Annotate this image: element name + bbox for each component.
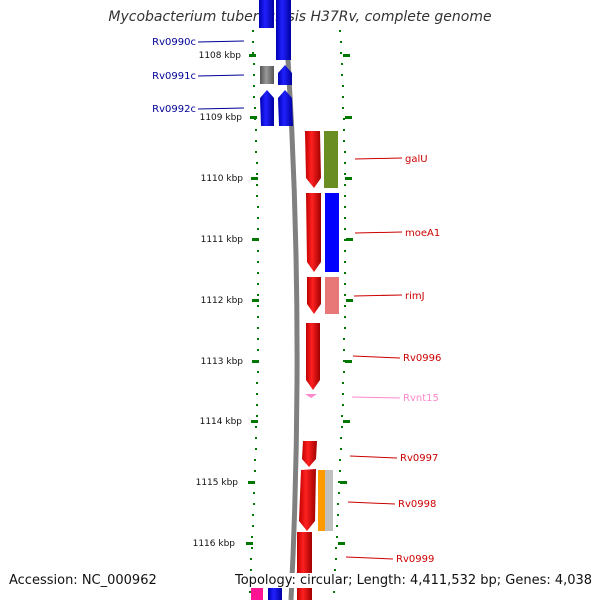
gene-rv0998-cog-b <box>325 470 333 531</box>
gene-rimj-feature[interactable] <box>307 277 321 314</box>
gene-rv0991c-cog <box>278 65 292 85</box>
gene-rv0996-feature[interactable] <box>306 323 320 390</box>
gene-galu-feature[interactable] <box>305 131 321 188</box>
gene-label-moea1[interactable]: moeA1 <box>405 228 440 239</box>
left-ring-dots <box>249 30 259 593</box>
gene-label-rv0998[interactable]: Rv0998 <box>398 499 436 510</box>
label-connectors <box>197 40 403 560</box>
forward-strand-genes <box>251 131 339 600</box>
tick-label: 1112 kbp <box>201 296 244 306</box>
gene-rv0999-feature[interactable] <box>297 532 312 600</box>
gene-label-galu[interactable]: galU <box>405 154 428 165</box>
gene-rv0998-feature[interactable] <box>299 469 316 531</box>
gene-rv0998-cog-a <box>318 470 325 531</box>
tick-label: 1108 kbp <box>199 51 242 61</box>
tick-label: 1111 kbp <box>201 235 244 245</box>
gene-label-rv0991c[interactable]: Rv0991c <box>152 71 196 82</box>
reverse-strand-genes <box>259 0 293 126</box>
gene-rv0991c-feature[interactable] <box>260 66 274 84</box>
gene-rv0992c-feature[interactable] <box>260 90 274 126</box>
gene-moea1-feature[interactable] <box>306 193 321 272</box>
gene-rv0990c-cog <box>276 0 291 60</box>
genome-summary: Topology: circular; Length: 4,411,532 bp… <box>233 573 595 588</box>
gene-rvnt15-feature[interactable] <box>305 394 317 398</box>
gene-moea1-cog <box>325 193 339 272</box>
gene-rv0990c-feature[interactable] <box>259 0 274 28</box>
gene-galu-cog <box>324 131 338 188</box>
accession-label: Accession: NC_000962 <box>9 573 157 588</box>
tick-label: 1109 kbp <box>200 113 243 123</box>
gene-rv0997-feature[interactable] <box>302 441 317 467</box>
tick-label: 1115 kbp <box>196 478 239 488</box>
major-ticks <box>246 54 353 545</box>
gene-label-rv0990c[interactable]: Rv0990c <box>152 37 196 48</box>
gene-label-rv0999[interactable]: Rv0999 <box>396 554 434 565</box>
right-ring-dots <box>333 30 346 593</box>
gene-label-rvnt15[interactable]: Rvnt15 <box>403 393 439 404</box>
tick-label: 1114 kbp <box>200 417 243 427</box>
gene-label-rimj[interactable]: rimJ <box>405 291 425 302</box>
tick-label: 1110 kbp <box>201 174 244 184</box>
gene-label-rv0996[interactable]: Rv0996 <box>403 353 441 364</box>
map-title: Mycobacterium tuberculosis H37Rv, comple… <box>108 9 492 25</box>
genome-backbone <box>281 0 300 600</box>
tick-label: 1116 kbp <box>193 539 236 549</box>
gene-rv0992c-cog <box>278 90 293 126</box>
gene-label-rv0992c[interactable]: Rv0992c <box>152 104 196 115</box>
gene-rimj-cog <box>325 277 339 314</box>
tick-label: 1113 kbp <box>201 357 244 367</box>
gene-label-rv0997[interactable]: Rv0997 <box>400 453 438 464</box>
